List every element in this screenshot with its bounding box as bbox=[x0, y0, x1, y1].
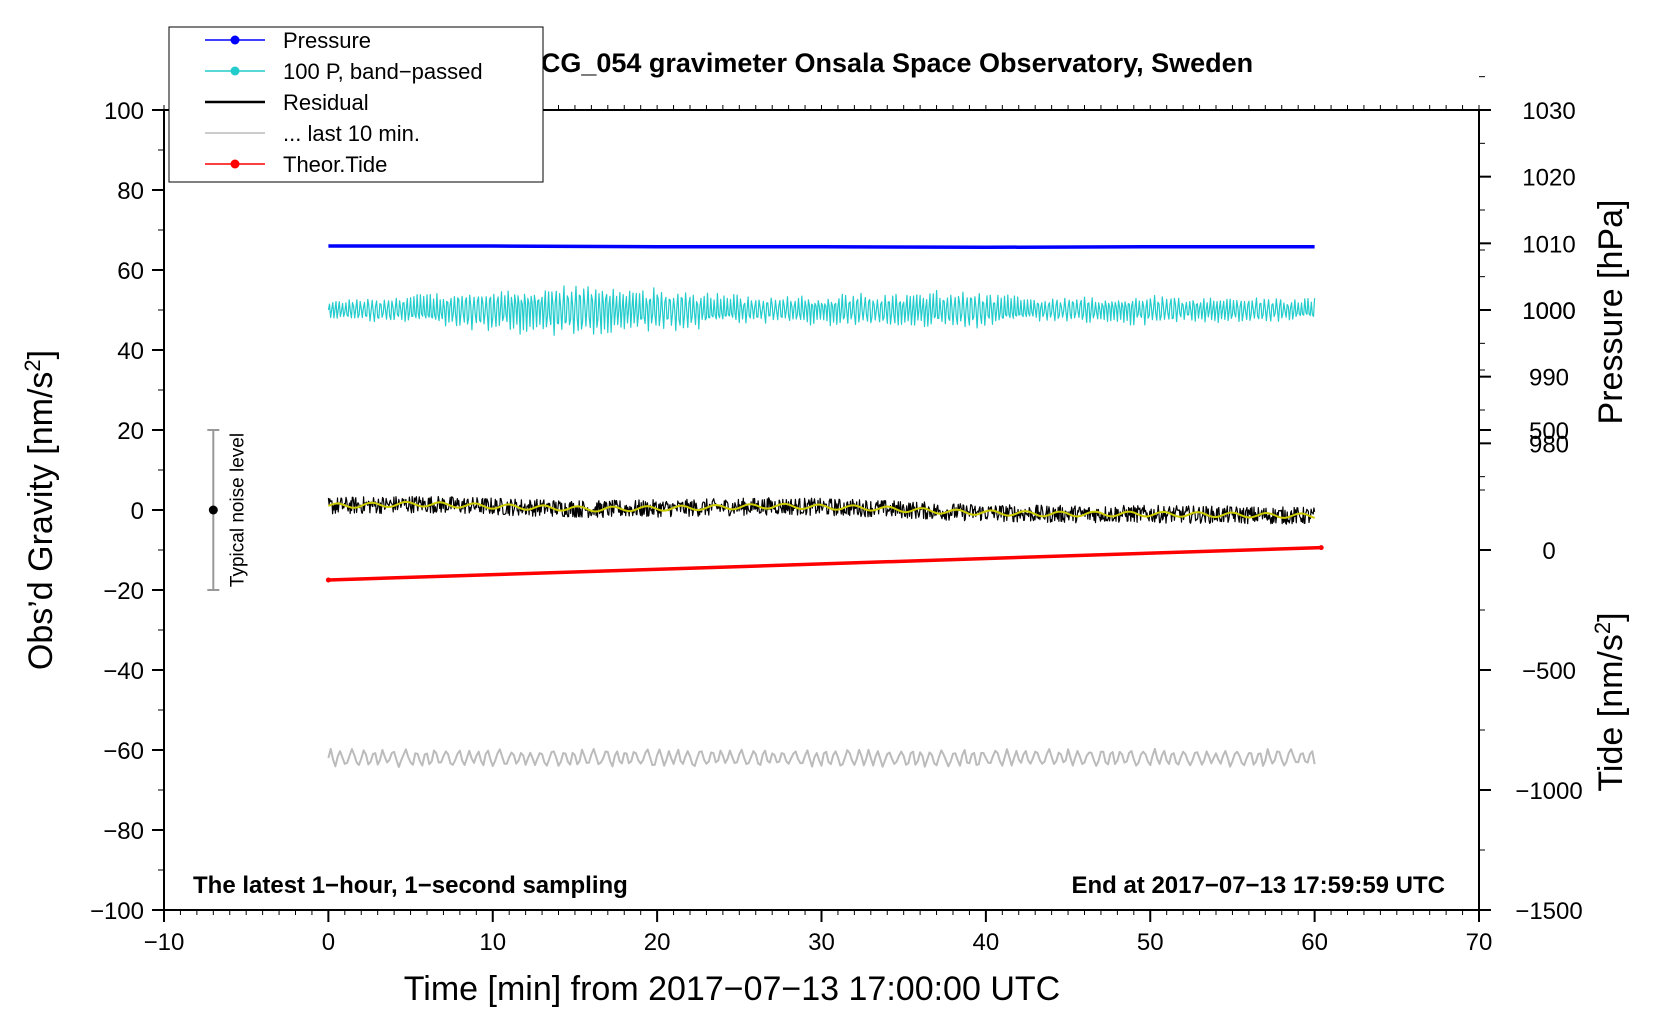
band-passed-pressure-line bbox=[327, 285, 1316, 336]
x-tick-label: 20 bbox=[644, 929, 671, 956]
y-tick-label: 100 bbox=[104, 98, 144, 125]
pressure-tick-label: 1010 bbox=[1522, 231, 1575, 258]
tide-point bbox=[1318, 545, 1324, 551]
residual-smoothed-line bbox=[328, 500, 1315, 519]
tide-tick-label: −1000 bbox=[1515, 778, 1582, 805]
tide-tick-label: 0 bbox=[1542, 538, 1555, 565]
legend: Pressure 100 P, band−passed Residual ... la… bbox=[168, 26, 544, 183]
legend-label: Pressure bbox=[283, 28, 371, 53]
legend-label: 100 P, band−passed bbox=[283, 59, 483, 84]
legend-swatch-marker bbox=[230, 66, 240, 76]
noise-level-indicator: Typical noise level bbox=[207, 429, 248, 591]
pressure-axis: 980 990 1000 1010 1020 1030 bbox=[1479, 76, 1576, 478]
y-tick-label: −80 bbox=[103, 818, 144, 845]
y-tick-label: 0 bbox=[131, 498, 144, 525]
y-tick-label: 60 bbox=[117, 258, 144, 285]
pressure-tick-label: 1030 bbox=[1522, 98, 1575, 125]
legend-label: Theor.Tide bbox=[283, 152, 387, 177]
tide-tick-label: −1500 bbox=[1515, 898, 1582, 925]
y-tick-label: −100 bbox=[90, 898, 144, 925]
y-axis: −100 −80 −60 −40 −20 0 20 40 60 80 100 bbox=[90, 98, 164, 925]
x-axis: −10 0 10 20 30 40 50 60 70 bbox=[144, 105, 1493, 956]
x-tick-label: 40 bbox=[973, 929, 1000, 956]
end-time-annotation: End at 2017−07−13 17:59:59 UTC bbox=[1071, 872, 1445, 899]
y-axis-label: Obs’d Gravity [nm/s2] bbox=[20, 350, 61, 670]
tide-axis-label-main: Tide [nm/s bbox=[1592, 634, 1630, 791]
y-tick-label: −60 bbox=[103, 738, 144, 765]
legend-swatch-marker bbox=[230, 35, 240, 45]
legend-swatch-marker bbox=[230, 159, 240, 169]
legend-label: ... last 10 min. bbox=[283, 121, 420, 146]
theoretical-tide-line bbox=[328, 545, 1322, 582]
tide-tick-label: −500 bbox=[1522, 658, 1576, 685]
x-tick-label: 60 bbox=[1301, 929, 1328, 956]
last-10-min-line bbox=[327, 748, 1316, 768]
x-tick-label: −10 bbox=[144, 929, 185, 956]
tide-axis: −1500 −1000 −500 0 500 1000 bbox=[1479, 249, 1583, 925]
tide-point bbox=[325, 577, 331, 583]
x-tick-label: 0 bbox=[322, 929, 335, 956]
pressure-axis-label: Pressure [hPa] bbox=[1592, 200, 1630, 425]
x-axis-label: Time [min] from 2017−07−13 17:00:00 UTC bbox=[404, 970, 1060, 1008]
noise-bar-dot bbox=[208, 505, 218, 515]
pressure-tick-label: 1020 bbox=[1522, 165, 1575, 192]
x-tick-label: 10 bbox=[479, 929, 506, 956]
pressure-tick-label: 1000 bbox=[1522, 298, 1575, 325]
tide-axis-label-sup: 2 bbox=[1590, 622, 1615, 634]
y-tick-label: −20 bbox=[103, 578, 144, 605]
x-tick-label: 50 bbox=[1137, 929, 1164, 956]
series-layer bbox=[325, 244, 1324, 768]
residual-line bbox=[327, 495, 1316, 525]
x-tick-label: 30 bbox=[808, 929, 835, 956]
y-axis-label-main: Obs’d Gravity [nm/s bbox=[22, 372, 60, 671]
pressure-tick-label: 980 bbox=[1529, 431, 1569, 458]
x-tick-label: 70 bbox=[1466, 929, 1493, 956]
tide-tick-label: 1000 bbox=[1522, 298, 1575, 325]
legend-label: Residual bbox=[283, 90, 369, 115]
y-tick-label: 20 bbox=[117, 418, 144, 445]
tide-tick-label: 500 bbox=[1529, 418, 1569, 445]
pressure-tick-label: 990 bbox=[1529, 365, 1569, 392]
sampling-annotation: The latest 1−hour, 1−second sampling bbox=[193, 872, 628, 899]
y-tick-label: 80 bbox=[117, 178, 144, 205]
chart-title: SCG_054 gravimeter Onsala Space Observat… bbox=[523, 48, 1253, 78]
tide-axis-label-end: ] bbox=[1592, 612, 1630, 621]
y-axis-label-end: ] bbox=[22, 350, 60, 359]
pressure-line bbox=[328, 244, 1315, 250]
y-tick-label: 40 bbox=[117, 338, 144, 365]
y-axis-label-sup: 2 bbox=[20, 359, 45, 371]
tide-axis-label: Tide [nm/s2] bbox=[1590, 612, 1631, 791]
noise-level-label: Typical noise level bbox=[227, 433, 248, 587]
y-tick-label: −40 bbox=[103, 658, 144, 685]
legend-box bbox=[168, 26, 544, 183]
